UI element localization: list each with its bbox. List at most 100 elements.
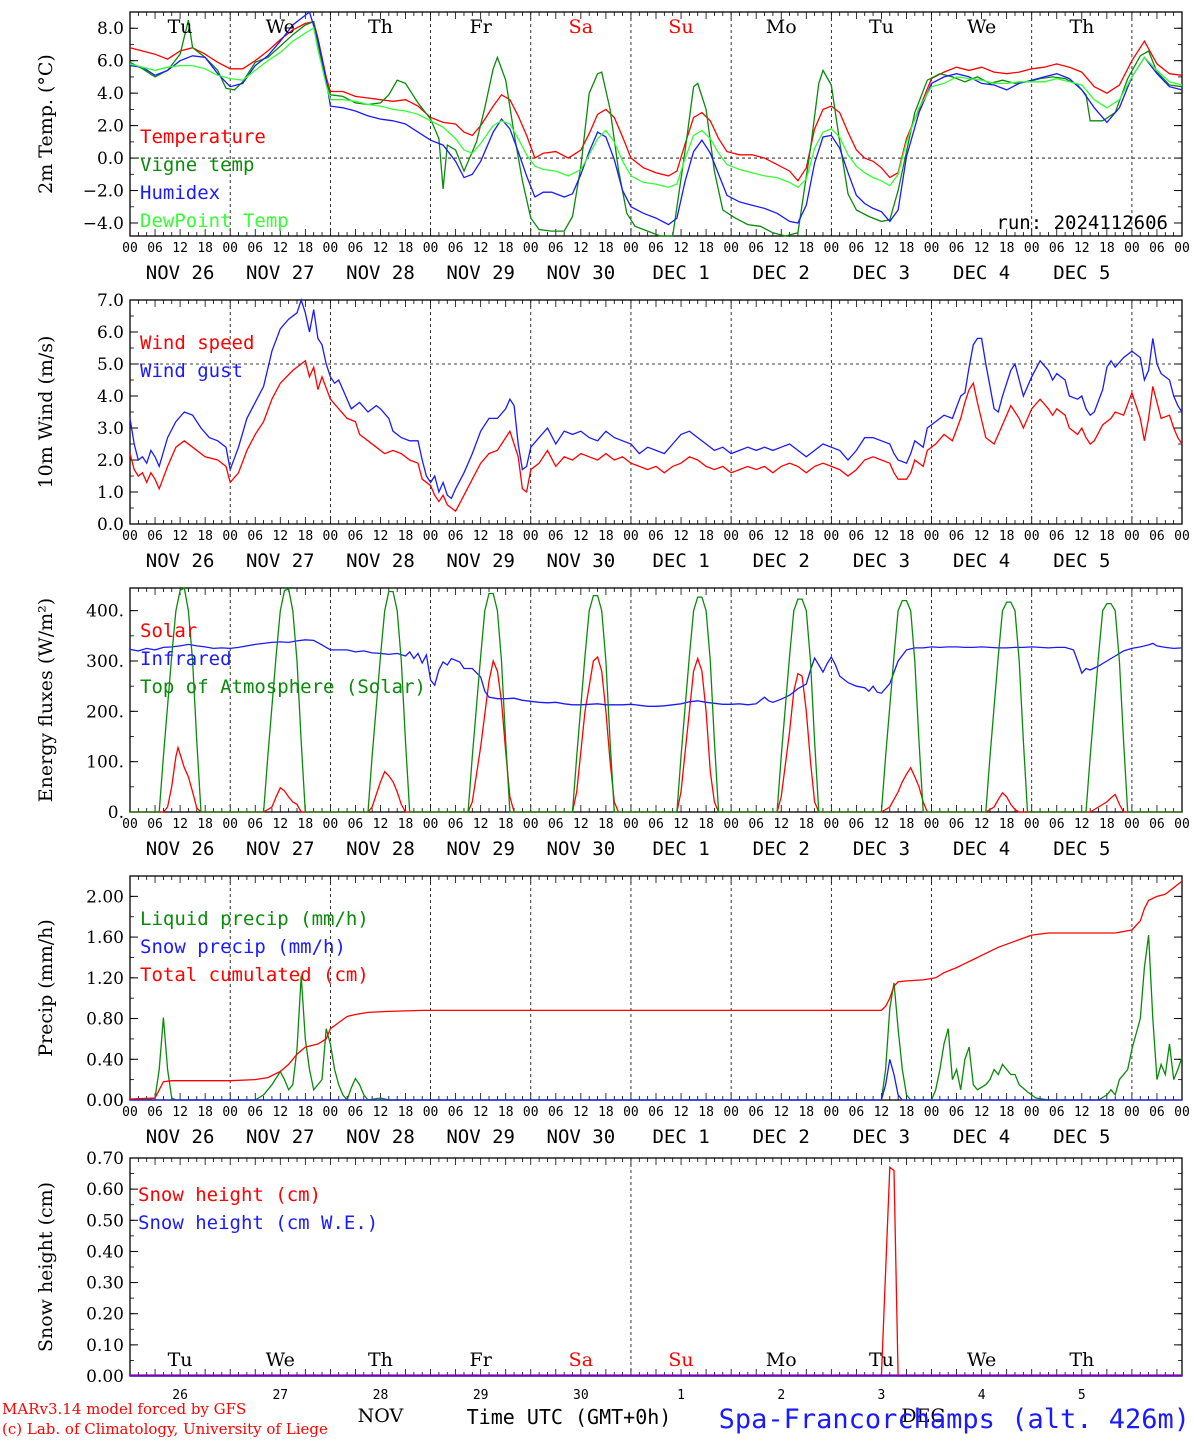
x-tick-label: 18 [398,1105,414,1120]
y-tick-label: 0.40 [86,1242,124,1262]
x-tick-label: 18 [698,241,714,256]
x-tick-label: 06 [348,241,364,256]
date-label: DEC 2 [753,1126,810,1148]
y-tick-label: 0.70 [86,1149,124,1169]
x-tick-label: 06 [748,1105,764,1120]
date-label: NOV 27 [246,262,315,284]
x-tick-label: 00 [122,241,138,256]
x-tick-label: 00 [723,529,739,544]
x-tick-label: 12 [773,529,789,544]
x-tick-label: 00 [1174,529,1190,544]
date-label: DEC 1 [652,1126,709,1148]
series-line-total-cumulated-cm- [129,880,1183,1100]
weekday-label: Sa [569,1349,593,1371]
y-tick-label: 0.0 [97,515,124,535]
y-tick-label: 2.0 [97,117,124,137]
day-number-label: 1 [677,1388,685,1403]
date-label: DEC 1 [652,550,709,572]
series-line-wind-gust [129,297,1183,500]
x-tick-label: 06 [1149,241,1165,256]
date-label: NOV 28 [346,838,415,860]
y-tick-label: 6.0 [97,323,124,343]
date-label: NOV 27 [246,1126,315,1148]
panel-5: 0.70 0.60 0.50 0.40 0.30 0.20 0.10 0.00 Snow hei… [35,1149,1183,1403]
x-tick-label: 12 [172,1105,188,1120]
x-tick-label: 18 [798,529,814,544]
x-tick-label: 00 [824,241,840,256]
month-label: DEC [901,1405,945,1427]
date-label: DEC 3 [853,262,910,284]
date-label: NOV 30 [547,838,616,860]
series-line-humidex [129,10,1183,226]
weekday-label: Sa [569,16,593,38]
x-tick-label: 06 [548,817,564,832]
x-tick-label: 06 [247,1105,263,1120]
x-tick-label: 06 [648,1105,664,1120]
weekday-label: Mo [766,1349,797,1371]
x-tick-label: 00 [122,817,138,832]
y-tick-label: 0.0 [97,149,124,169]
y-axis-label: 10m Wind (m/s) [35,336,57,489]
series-line-liquid-precip-mm-h- [129,935,1183,1102]
date-label: DEC 2 [753,550,810,572]
x-tick-label: 18 [899,529,915,544]
y-tick-label: 0.20 [86,1305,124,1325]
legend-entry: Infrared [140,648,232,670]
y-tick-label: 5.0 [97,355,124,375]
legend-entry: Temperature [140,126,266,148]
day-number-label: 2 [777,1388,785,1403]
x-tick-label: 18 [598,529,614,544]
y-tick-label: 7.0 [97,291,124,311]
x-tick-label: 00 [523,1105,539,1120]
x-tick-label: 12 [473,241,489,256]
day-number-label: 28 [373,1388,389,1403]
y-tick-label: 6.0 [97,52,124,72]
x-tick-label: 06 [448,817,464,832]
x-tick-label: 06 [548,529,564,544]
y-tick-label: 0.60 [86,1180,124,1200]
x-tick-label: 06 [1149,1105,1165,1120]
x-tick-label: 12 [373,1105,389,1120]
y-tick-label: 1.60 [86,928,124,948]
series-line-wind-speed [129,359,1183,513]
x-tick-label: 06 [1149,817,1165,832]
x-tick-label: 00 [623,241,639,256]
date-label: DEC 5 [1053,550,1110,572]
x-tick-label: 18 [999,817,1015,832]
weekday-label: We [266,16,295,38]
x-tick-label: 18 [698,1105,714,1120]
y-tick-label: 0.40 [86,1050,124,1070]
x-tick-label: 06 [247,817,263,832]
x-tick-label: 06 [949,817,965,832]
x-tick-label: 18 [498,1105,514,1120]
x-tick-label: 12 [1074,241,1090,256]
x-tick-label: 06 [548,241,564,256]
series-line-snow-precip-mm-h- [130,1059,1182,1101]
x-tick-label: 00 [924,1105,940,1120]
x-tick-label: 12 [1074,529,1090,544]
x-tick-label: 12 [172,529,188,544]
x-tick-label: 06 [849,1105,865,1120]
x-tick-label: 18 [398,241,414,256]
x-tick-label: 06 [849,241,865,256]
x-tick-label: 06 [648,529,664,544]
x-tick-label: 18 [197,241,213,256]
x-tick-label: 12 [373,817,389,832]
x-tick-label: 00 [623,817,639,832]
x-tick-label: 06 [648,241,664,256]
x-axis-title: Time UTC (GMT+0h) [467,1405,672,1429]
date-label: NOV 26 [146,262,215,284]
legend-entry: Wind gust [140,360,243,382]
x-tick-label: 12 [874,1105,890,1120]
x-tick-label: 06 [748,241,764,256]
x-tick-label: 00 [122,1105,138,1120]
x-tick-label: 00 [723,817,739,832]
x-tick-label: 18 [498,241,514,256]
x-tick-label: 00 [824,529,840,544]
date-label: NOV 30 [547,1126,616,1148]
x-tick-label: 18 [1099,241,1115,256]
series-line-vigne-temp [129,19,1183,237]
panel-2: 7.0 6.0 5.0 4.0 3.0 2.0 1.0 0.0 10m Wind (m/s) Wi… [35,291,1190,572]
